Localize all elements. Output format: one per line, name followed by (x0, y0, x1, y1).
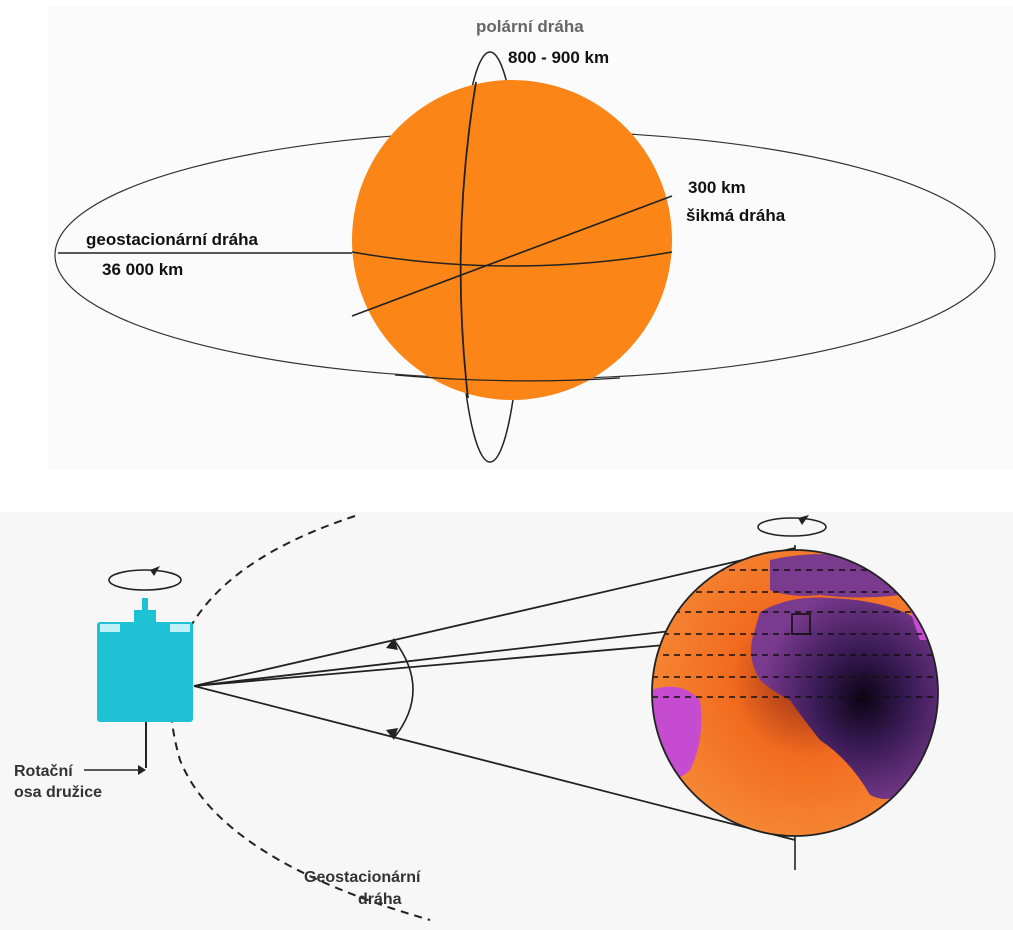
rotation-arrow-icon (757, 515, 827, 537)
scan-angle-arrowhead-bottom (386, 728, 398, 740)
geostationary-orbit-arc (170, 515, 431, 921)
scan-angle-arc (393, 639, 414, 739)
geostationary-orbit-altitude: 36 000 km (102, 260, 183, 279)
rotation-axis-label-line2: osa družice (14, 784, 102, 801)
equator-line (351, 251, 673, 267)
rotation-arrow-icon (108, 566, 182, 591)
inclined-orbit-line (351, 195, 673, 317)
inclined-orbit-label: šikmá dráha (686, 206, 786, 225)
geostationary-orbit-label: geostacionární dráha (86, 230, 258, 249)
geo-orbit-label-line2: dráha (358, 891, 402, 908)
polar-orbit-front (459, 81, 477, 399)
spin-scan-diagram: Rotační osa družice Geostacionární dráha (0, 512, 1013, 930)
rotation-axis-label-line1: Rotační (14, 763, 73, 780)
polar-orbit-label: polární dráha (476, 17, 584, 36)
rotation-axis-arrowhead (138, 765, 146, 775)
orbit-types-diagram: polární dráha 800 - 900 km 300 km šikmá … (54, 17, 996, 463)
geo-orbit-label-line1: Geostacionární (304, 869, 421, 886)
inclined-orbit-altitude: 300 km (688, 178, 746, 197)
geostationary-orbit-front-arc (394, 374, 621, 382)
globe-outline (651, 549, 939, 837)
earth-sphere (352, 80, 672, 400)
polar-orbit-altitude: 800 - 900 km (508, 48, 609, 67)
scan-angle-arrowhead-top (386, 638, 398, 650)
satellite-icon (97, 598, 193, 768)
scan-pixel-box (791, 613, 811, 635)
